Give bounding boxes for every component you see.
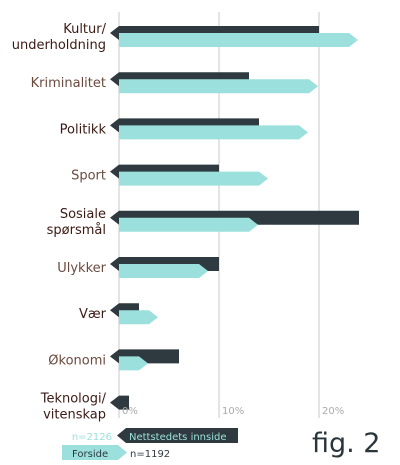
category-label: Sport [71,169,106,184]
legend-swatch-forside [62,445,127,460]
legend-n-forside: n=1192 [130,449,170,460]
legend-swatch-innside [117,428,238,443]
bar-forside [119,264,208,278]
x-tick-label: 20% [322,406,344,417]
x-tick-labels: 0% 10% 20% [122,406,344,417]
bar-forside [119,356,148,371]
bar-forside [119,171,268,186]
bar-innside [110,395,129,410]
category-label: Økonomi [48,353,106,368]
bar-forside [119,310,158,325]
category-label: Politikk [60,122,107,137]
x-tick-label: 10% [222,406,244,417]
legend-label-innside: Nettstedets innside [129,432,227,443]
bars [110,26,359,410]
category-label: Sosiale spørsmål [47,207,106,238]
category-label: Teknologi/vitenskap [40,392,107,423]
category-label: Kultur/underholdning [12,22,107,53]
bar-forside [119,125,308,140]
category-label: Kriminalitet [31,76,106,91]
figure-label: fig. 2 [312,428,381,459]
legend: Nettstedets innside n=2126 Forside n=1192 [62,428,238,460]
category-label: Vær [79,307,107,322]
category-labels: Kultur/underholdning Kriminalitet Politikk… [12,22,107,423]
legend-label-forside: Forside [72,449,108,460]
bar-forside [119,217,258,232]
x-tick-label: 0% [122,406,138,417]
bar-forside [119,79,318,94]
bar-forside [119,33,358,47]
category-label: Ulykker [57,261,106,276]
legend-n-innside: n=2126 [72,432,112,443]
